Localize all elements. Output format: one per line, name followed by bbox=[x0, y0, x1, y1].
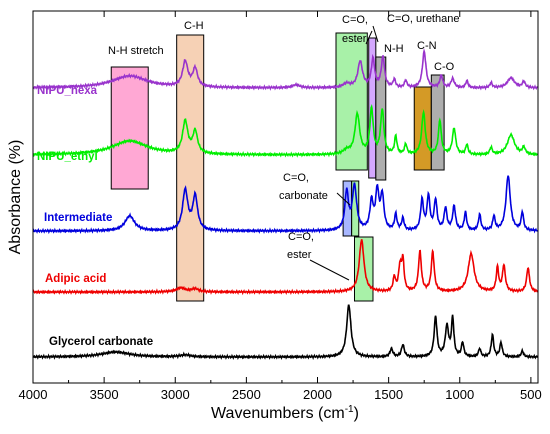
x-tick-label: 2000 bbox=[303, 387, 332, 402]
annotation-label-carb1-1: C=O, bbox=[283, 172, 309, 184]
series-label-adipic-acid: Adipic acid bbox=[45, 273, 106, 285]
annotation-label-nh: N-H stretch bbox=[108, 45, 164, 57]
x-tick-label: 1000 bbox=[445, 387, 474, 402]
annotation-labels: N-H stretch C-H C=O, ester C=O, urethane N-H C… bbox=[108, 13, 459, 281]
annotation-pointer bbox=[336, 192, 351, 206]
series-line-adipic-acid bbox=[32, 239, 538, 296]
plot-frame bbox=[32, 10, 539, 384]
series-labels: NIPU_hexa NIPU_ethyl Intermediate Adipic ac… bbox=[37, 85, 153, 348]
annotation-label-cn: C-N bbox=[417, 40, 437, 52]
annotation-label-co: C-O bbox=[434, 61, 455, 73]
annotation-pointer bbox=[365, 30, 373, 45]
x-tick-label: 1500 bbox=[374, 387, 403, 402]
band-ester-lower bbox=[353, 236, 374, 302]
series-label-glycerol-carbonate: Glycerol carbonate bbox=[49, 336, 153, 348]
x-tick-label: 4000 bbox=[19, 387, 48, 402]
x-tick-label: 500 bbox=[520, 387, 542, 402]
annotation-pointer bbox=[309, 259, 350, 281]
band-co bbox=[430, 74, 445, 171]
band-nh bbox=[110, 66, 149, 190]
annotation-label-ester-lower-1: C=O, bbox=[288, 231, 314, 243]
band-co-ester-upper bbox=[335, 32, 368, 171]
series-line-glycerol-carbonate bbox=[32, 304, 539, 361]
x-axis-title: Wavenumbers (cm-1) bbox=[211, 404, 359, 422]
x-tick-label: 3000 bbox=[161, 387, 190, 402]
series-label-nipu-hexa: NIPU_hexa bbox=[37, 85, 98, 97]
annotation-label-co-urethane: C=O, urethane bbox=[387, 13, 459, 25]
band-annotations bbox=[110, 32, 445, 302]
annotation-label-nh2: N-H bbox=[384, 43, 404, 55]
annotation-label-co-ester-upper-2: ester bbox=[342, 33, 367, 45]
series-line-intermediate bbox=[32, 175, 539, 235]
x-tick-label: 2500 bbox=[232, 387, 261, 402]
band-cn bbox=[413, 86, 432, 171]
annotation-label-carb1-2: carbonate bbox=[279, 190, 328, 202]
annotation-pointer bbox=[372, 25, 379, 43]
annotation-label-ester-lower-2: ester bbox=[287, 249, 312, 261]
x-axis-ticks: 4000 3500 3000 2500 2000 1500 1000 500 bbox=[19, 11, 542, 402]
annotation-label-ch: C-H bbox=[184, 20, 204, 32]
series-line-nipu-hexa bbox=[32, 48, 538, 91]
x-tick-label: 3500 bbox=[90, 387, 119, 402]
spectra-lines bbox=[32, 48, 539, 361]
annotation-label-co-ester-upper-1: C=O, bbox=[342, 14, 368, 26]
series-label-intermediate: Intermediate bbox=[44, 212, 112, 224]
series-label-nipu-ethyl: NIPU_ethyl bbox=[37, 151, 98, 163]
series-line-nipu-ethyl bbox=[32, 104, 539, 158]
y-axis-title: Absorbance (%) bbox=[7, 140, 24, 255]
